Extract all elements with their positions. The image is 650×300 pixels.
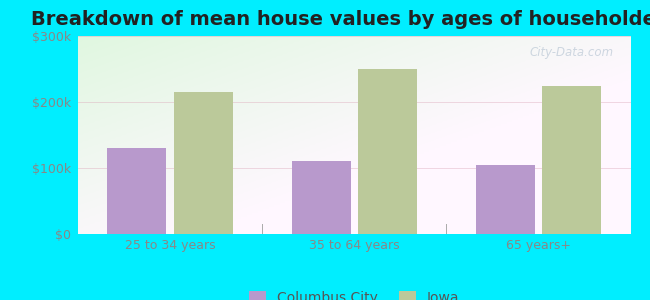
- Bar: [107, 148, 166, 234]
- Bar: [292, 161, 350, 234]
- Text: City-Data.com: City-Data.com: [530, 46, 614, 59]
- Legend: Columbus City, Iowa: Columbus City, Iowa: [244, 285, 465, 300]
- Bar: [358, 69, 417, 234]
- Bar: [542, 85, 601, 234]
- Bar: [476, 165, 535, 234]
- Title: Breakdown of mean house values by ages of householders: Breakdown of mean house values by ages o…: [31, 10, 650, 29]
- Bar: [174, 92, 233, 234]
